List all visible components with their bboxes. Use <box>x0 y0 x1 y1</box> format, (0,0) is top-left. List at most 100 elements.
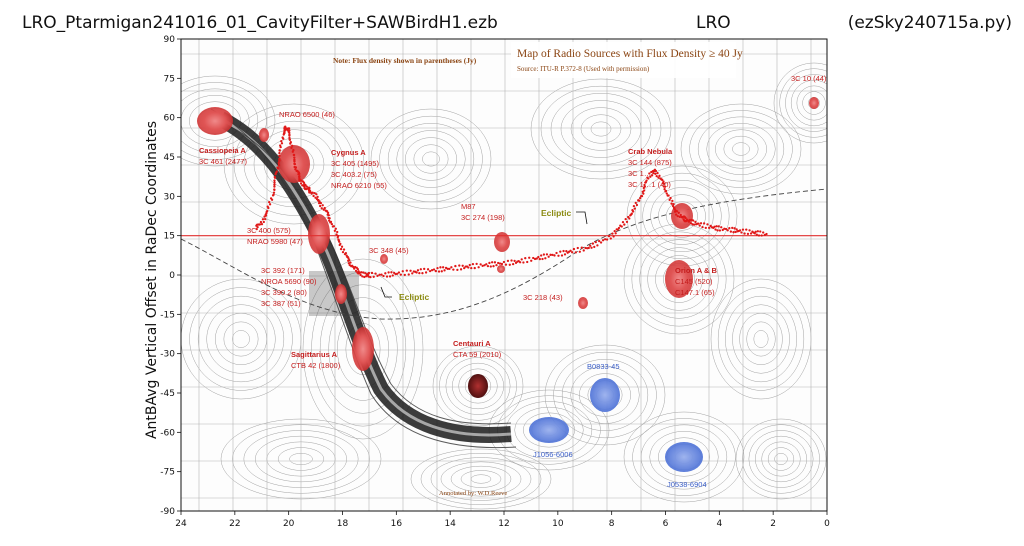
data-point <box>601 239 605 242</box>
data-point <box>411 272 414 275</box>
data-point <box>273 185 276 188</box>
data-point <box>603 238 607 241</box>
data-point <box>293 156 296 159</box>
data-point <box>397 271 401 274</box>
contour-line <box>387 123 475 195</box>
data-point <box>374 272 377 275</box>
data-point <box>441 266 445 269</box>
contour-line <box>723 135 759 163</box>
data-point <box>311 191 314 194</box>
data-point <box>520 258 523 261</box>
plot-area: Map of Radio Sources with Flux Density ≥… <box>160 35 830 529</box>
data-point <box>452 268 455 271</box>
data-point <box>446 267 449 270</box>
data-point <box>396 272 399 275</box>
data-point <box>485 263 488 266</box>
x-tick-label: 2 <box>770 519 776 529</box>
data-point <box>434 269 437 273</box>
contour-line <box>440 461 522 497</box>
data-point <box>738 229 742 232</box>
contour-line <box>748 430 814 488</box>
contour-line <box>655 255 703 303</box>
data-point <box>284 125 287 128</box>
data-point <box>293 153 296 157</box>
source-label-blue: J0538-6904 <box>667 480 707 489</box>
contour-line <box>181 82 267 160</box>
contour-line <box>460 470 502 488</box>
data-point <box>267 206 270 210</box>
y-tick-label: 60 <box>164 114 176 124</box>
data-point <box>706 223 709 226</box>
contour-line <box>405 137 457 181</box>
data-point <box>756 230 759 233</box>
data-point <box>256 225 259 229</box>
contour-line <box>370 108 492 210</box>
data-point <box>347 257 350 260</box>
data-point <box>762 231 765 234</box>
data-point <box>424 271 428 274</box>
source-label: 3C 348 (45) <box>369 246 409 255</box>
data-point <box>692 219 695 222</box>
header-station: LRO <box>696 13 731 33</box>
data-point <box>461 264 464 267</box>
contour-line <box>631 231 727 327</box>
data-point <box>698 224 701 227</box>
source-label: 3C 387 (51) <box>261 299 301 308</box>
data-point <box>759 230 762 233</box>
data-point <box>654 172 657 176</box>
data-point <box>369 275 372 279</box>
source-centauri-a <box>468 374 488 398</box>
data-point <box>613 229 616 233</box>
data-point <box>510 259 513 262</box>
data-point <box>291 144 294 147</box>
data-point <box>502 260 506 264</box>
data-point <box>625 220 629 224</box>
data-point <box>676 214 679 218</box>
data-point <box>493 261 497 264</box>
data-point <box>638 199 641 202</box>
data-point <box>740 231 743 234</box>
data-point <box>278 159 281 162</box>
data-point <box>299 182 303 185</box>
data-point <box>628 217 631 220</box>
contour-line <box>302 258 424 440</box>
data-point <box>667 194 670 197</box>
contour-line <box>658 194 706 238</box>
data-point <box>321 204 324 207</box>
data-point <box>439 266 442 269</box>
data-point <box>571 251 574 254</box>
data-point <box>511 263 515 266</box>
data-point <box>361 275 364 278</box>
data-point <box>319 204 322 208</box>
data-point <box>563 253 567 256</box>
data-point <box>319 201 323 205</box>
data-point <box>663 185 667 188</box>
contour-line <box>410 448 552 510</box>
source-label: NROA 5690 (90) <box>261 277 317 286</box>
data-point <box>266 209 269 213</box>
data-point <box>272 191 276 194</box>
data-point <box>528 256 531 259</box>
source-label: Crab Nebula <box>628 147 673 156</box>
data-point <box>477 266 480 269</box>
data-point <box>312 194 315 198</box>
contour-line <box>642 180 722 252</box>
data-point <box>648 172 651 175</box>
data-point <box>621 220 625 224</box>
y-axis-ticks: 90 75 60 45 30 15 0 -15 -30 -45 -60 -75 -90 <box>160 35 181 517</box>
data-point <box>671 204 675 208</box>
data-point <box>513 259 516 263</box>
contour-line <box>450 465 512 493</box>
data-point <box>292 148 295 152</box>
galactic-plane-band <box>210 108 517 449</box>
data-point <box>356 267 359 271</box>
data-point <box>533 257 537 261</box>
data-point <box>370 271 374 275</box>
data-point <box>657 176 660 179</box>
contour-line <box>232 330 250 348</box>
contour-line <box>413 144 449 174</box>
data-point <box>720 226 723 229</box>
source-cassiopeia-a <box>197 107 233 135</box>
data-point <box>734 230 737 234</box>
